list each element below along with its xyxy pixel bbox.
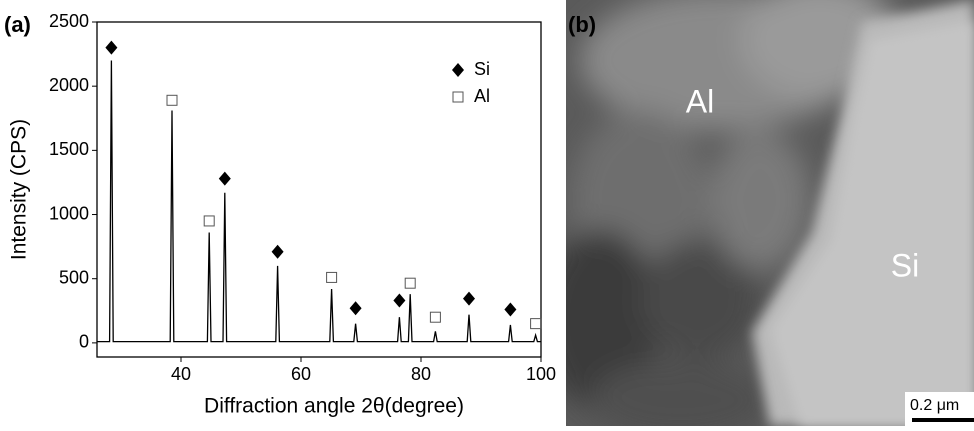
panel-label: (a) <box>4 12 31 37</box>
legend-label: Al <box>474 86 490 106</box>
y-tick-label: 1000 <box>49 203 89 223</box>
marker-diamond <box>271 244 284 259</box>
marker-diamond <box>393 293 406 308</box>
y-axis-title: Intensity (CPS) <box>8 119 31 260</box>
y-tick-label: 2000 <box>49 75 89 95</box>
phase-label: Al <box>686 83 714 119</box>
phase-label: Si <box>891 247 919 283</box>
panel-label: (b) <box>568 12 596 37</box>
marker-square <box>404 277 416 289</box>
scale-bar <box>912 418 974 422</box>
si-grain-core <box>770 20 974 426</box>
marker-square <box>203 215 215 227</box>
marker-square <box>326 271 338 283</box>
y-tick-label: 0 <box>79 332 89 352</box>
tem-image: (b) Al Si 0.2 μm <box>566 0 974 426</box>
marker-square <box>166 94 178 106</box>
x-tick-label: 40 <box>171 364 191 384</box>
plot-frame <box>96 21 542 358</box>
x-tick-label: 80 <box>411 364 431 384</box>
x-tick-label: 100 <box>526 364 556 384</box>
marker-diamond <box>463 291 475 306</box>
x-axis-title: Diffraction angle 2θ(degree) <box>204 395 464 418</box>
y-tick-label: 500 <box>59 267 89 287</box>
marker-diamond <box>218 171 231 186</box>
legend-label: Si <box>474 59 490 79</box>
xrd-pattern <box>97 60 541 343</box>
marker-square <box>452 91 464 103</box>
y-tick-label: 1500 <box>49 139 89 159</box>
y-tick-label: 2500 <box>49 11 89 31</box>
marker-diamond <box>105 40 118 55</box>
scale-bar-label: 0.2 μm <box>910 397 959 414</box>
xrd-chart: (a) 0 500 1000 1500 2000 2500 40 60 80 100 Diffract… <box>4 11 556 418</box>
image-texture <box>566 0 900 426</box>
marker-diamond <box>452 63 464 77</box>
marker-square <box>429 311 441 323</box>
marker-square <box>530 318 542 330</box>
x-tick-label: 60 <box>291 364 311 384</box>
marker-diamond <box>349 301 362 316</box>
marker-diamond <box>504 302 517 317</box>
